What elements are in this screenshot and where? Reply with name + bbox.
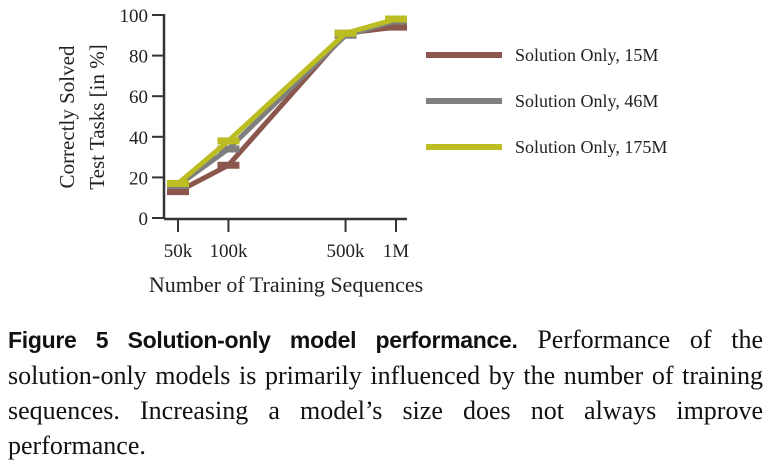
x-tick-label: 100k (209, 241, 248, 262)
y-axis-label: Test Tasks [in %] (85, 44, 109, 189)
x-tick-label: 50k (164, 241, 193, 262)
line-chart: 0 20 40 60 80 100 50k 100k 500k 1M Number of Train… (55, 6, 667, 297)
caption-label: Figure 5 Solution-only model performance… (8, 327, 518, 353)
y-tick-label: 100 (120, 6, 149, 27)
legend-label: Solution Only, 15M (515, 45, 658, 65)
x-axis-label: Number of Training Sequences (149, 272, 423, 297)
y-tick-label: 0 (139, 209, 149, 230)
y-tick-label: 40 (129, 128, 148, 149)
x-tick-label: 1M (383, 241, 410, 262)
y-tick-label: 60 (129, 87, 148, 108)
series-line (176, 16, 397, 186)
caption-text: Performance of the solution-only models … (8, 325, 763, 460)
legend-label: Solution Only, 175M (515, 137, 667, 157)
series-line (176, 24, 397, 194)
legend-label: Solution Only, 46M (515, 91, 658, 111)
y-tick-label: 80 (129, 47, 148, 68)
x-tick-label: 500k (327, 241, 366, 262)
y-axis-label: Correctly Solved (55, 45, 79, 188)
y-tick-label: 20 (129, 168, 148, 189)
figure-caption: Figure 5 Solution-only model performance… (8, 322, 763, 463)
series-line (176, 18, 397, 188)
